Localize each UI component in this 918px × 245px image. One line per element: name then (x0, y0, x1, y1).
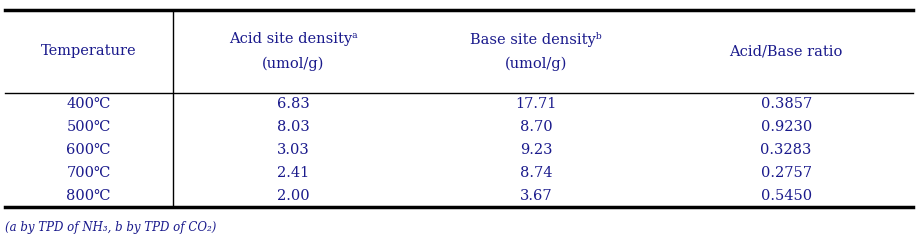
Text: (umol/g): (umol/g) (505, 57, 567, 71)
Text: 3.03: 3.03 (276, 143, 309, 157)
Text: 8.03: 8.03 (276, 120, 309, 134)
Text: 17.71: 17.71 (516, 98, 557, 111)
Text: 0.3283: 0.3283 (760, 143, 812, 157)
Text: 8.74: 8.74 (520, 166, 553, 180)
Text: 2.41: 2.41 (277, 166, 309, 180)
Text: 600℃: 600℃ (66, 143, 111, 157)
Text: 700℃: 700℃ (66, 166, 111, 180)
Text: 0.3857: 0.3857 (760, 98, 812, 111)
Text: 2.00: 2.00 (277, 189, 309, 203)
Text: 0.9230: 0.9230 (760, 120, 812, 134)
Text: 9.23: 9.23 (520, 143, 553, 157)
Text: 400℃: 400℃ (66, 98, 111, 111)
Text: (umol/g): (umol/g) (262, 57, 324, 71)
Text: Base site densityᵇ: Base site densityᵇ (470, 32, 602, 47)
Text: 500℃: 500℃ (66, 120, 111, 134)
Text: 0.2757: 0.2757 (761, 166, 812, 180)
Text: 3.67: 3.67 (520, 189, 553, 203)
Text: Acid/Base ratio: Acid/Base ratio (730, 44, 843, 59)
Text: Acid site densityᵃ: Acid site densityᵃ (229, 32, 357, 46)
Text: 6.83: 6.83 (276, 98, 309, 111)
Text: 800℃: 800℃ (66, 189, 111, 203)
Text: 8.70: 8.70 (520, 120, 553, 134)
Text: 0.5450: 0.5450 (761, 189, 812, 203)
Text: Temperature: Temperature (40, 44, 137, 59)
Text: (a by TPD of NH₃, b by TPD of CO₂): (a by TPD of NH₃, b by TPD of CO₂) (5, 220, 216, 233)
